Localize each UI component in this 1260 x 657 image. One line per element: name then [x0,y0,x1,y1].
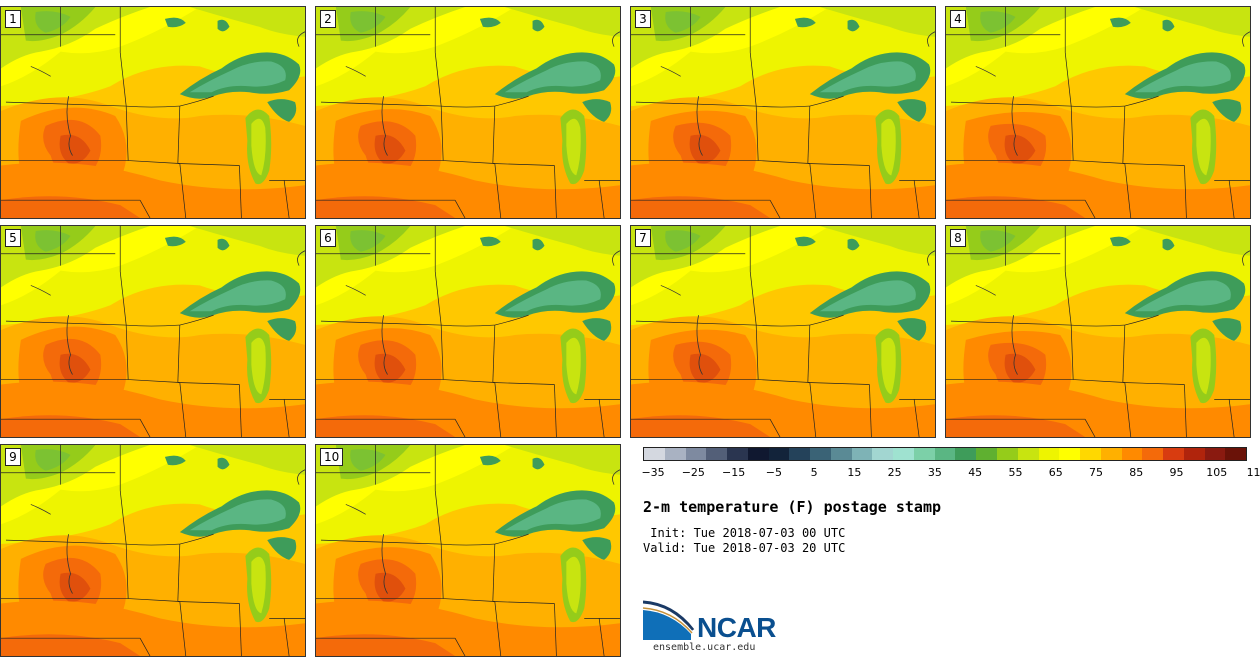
figure-title: 2-m temperature (F) postage stamp [643,498,942,516]
colorbar-swatch [810,448,831,460]
colorbar-tick-label: −5 [765,466,782,479]
colorbar-swatch [1204,448,1226,460]
postage-stamp-map-7: 7 [630,225,936,438]
postage-stamp-map-2: 2 [315,6,621,219]
colorbar-swatch [893,448,914,460]
colorbar-tick-label: −15 [721,466,746,479]
member-label: 10 [320,448,344,466]
colorbar-tick-label: 45 [968,466,983,479]
colorbar-swatch [934,448,956,460]
colorbar-tick-label: 115 [1246,466,1260,479]
colorbar-swatch [1017,448,1039,460]
colorbar-swatch [1080,448,1101,460]
colorbar-swatch [1038,448,1060,460]
colorbar-tick-label: 55 [1008,466,1023,479]
colorbar-swatch [706,448,728,460]
colorbar-swatch [685,448,707,460]
colorbar-swatch [1121,448,1143,460]
colorbar-swatch [830,448,852,460]
colorbar-tick-label: 75 [1089,466,1103,479]
member-label: 5 [5,229,21,247]
member-label: 9 [5,448,21,466]
colorbar-swatch [976,448,998,460]
colorbar-swatch [747,448,769,460]
colorbar-swatch [664,448,686,460]
postage-stamp-map-1: 1 [0,6,306,219]
colorbar-swatch [789,448,811,460]
colorbar-swatch [727,448,748,460]
colorbar-swatch [1142,448,1164,460]
colorbar-tick-label: 95 [1169,466,1184,479]
colorbar-tick-label: 15 [847,466,862,479]
ncar-logo-icon [643,600,695,640]
website-url: ensemble.ucar.edu [653,642,756,653]
colorbar-swatch [768,448,790,460]
colorbar-swatch [997,448,1018,460]
postage-stamp-map-10: 10 [315,444,621,657]
colorbar [643,447,1247,461]
logo-text: NCAR [697,612,776,643]
member-label: 2 [320,10,336,28]
colorbar-tick-label: 65 [1048,466,1063,479]
postage-stamp-map-6: 6 [315,225,621,438]
colorbar-tick-label: 85 [1129,466,1144,479]
colorbar-tick-label: 5 [810,466,818,479]
colorbar-swatch [1163,448,1184,460]
postage-stamp-map-9: 9 [0,444,306,657]
colorbar-ticks: −35 −25 −15 −5 5 15 25 35 45 55 65 75 85 95 105 115 [641,466,1260,480]
member-label: 3 [635,10,651,28]
colorbar-swatch [1059,448,1081,460]
colorbar-swatch [1100,448,1122,460]
postage-stamp-map-3: 3 [630,6,936,219]
postage-stamp-map-8: 8 [945,225,1251,438]
postage-stamp-map-4: 4 [945,6,1251,219]
colorbar-tick-label: −25 [681,466,705,479]
member-label: 6 [320,229,336,247]
colorbar-swatch [1225,448,1247,460]
member-label: 4 [950,10,966,28]
colorbar-swatch [913,448,935,460]
member-label: 7 [635,229,651,247]
colorbar-swatch [1183,448,1205,460]
colorbar-tick-label: 105 [1206,466,1228,479]
valid-time: Valid: Tue 2018-07-03 20 UTC [643,541,846,555]
colorbar-swatch [644,448,665,460]
postage-stamp-map-5: 5 [0,225,306,438]
colorbar-swatch [955,448,977,460]
init-time: Init: Tue 2018-07-03 00 UTC [643,526,846,540]
colorbar-swatch [872,448,894,460]
member-label: 8 [950,229,966,247]
member-label: 1 [5,10,21,28]
colorbar-tick-label: −35 [641,466,665,479]
colorbar-tick-label: 35 [927,466,942,479]
colorbar-swatch [851,448,873,460]
colorbar-tick-label: 25 [887,466,902,479]
